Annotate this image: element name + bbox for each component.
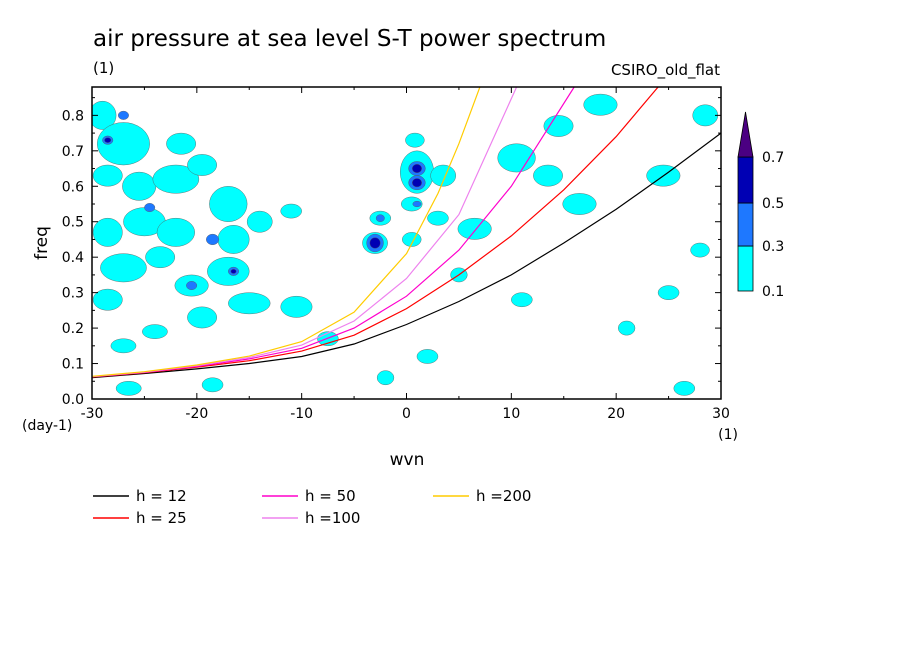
x-tick-label-6: 30	[712, 406, 730, 422]
contour-region-47	[618, 320, 636, 336]
contour-region-66	[230, 269, 237, 274]
contour-region-60	[412, 200, 422, 208]
y-axis-title: freq	[32, 226, 52, 260]
contour-region-13	[100, 253, 147, 283]
contour-region-0	[92, 100, 117, 130]
contour-region-65	[412, 178, 422, 188]
x-tick-label-2: -10	[290, 406, 313, 422]
x-axis: -30 -20 -10 0 10 20 30	[81, 87, 730, 422]
colorbar-arrow	[737, 111, 754, 158]
contour-region-43	[511, 292, 533, 308]
contour-region-8	[92, 217, 123, 247]
contour-region-46	[690, 242, 710, 258]
y-tick-label-8: 0.8	[62, 108, 84, 124]
series-line-4	[92, 87, 481, 377]
y-tick-label-4: 0.4	[62, 250, 84, 266]
contour-region-23	[201, 377, 224, 393]
contour-region-49	[376, 370, 395, 386]
contour-region-53	[144, 203, 156, 212]
x-axis-title: wvn	[390, 450, 425, 470]
contour-field	[92, 93, 719, 396]
legend-label-1: h = 25	[136, 509, 187, 527]
colorbar-label-2: 0.5	[762, 196, 784, 212]
contour-region-54	[206, 233, 220, 245]
contour-region-52	[118, 110, 129, 120]
contour-region-11	[217, 225, 250, 254]
contour-region-31	[401, 196, 423, 212]
contour-region-36	[497, 143, 536, 173]
contour-region-37	[533, 164, 563, 187]
x-unit-label: (1)	[718, 427, 738, 443]
colorbar-label-1: 0.3	[762, 239, 784, 255]
contour-region-48	[416, 349, 439, 364]
chart-subtitle-left: (1)	[93, 59, 114, 77]
x-tick-label-0: -30	[81, 406, 104, 422]
y-tick-label-0: 0.0	[62, 392, 84, 408]
contour-region-10	[209, 186, 248, 222]
contour-region-39	[543, 115, 574, 137]
contour-region-12	[246, 210, 273, 233]
contour-region-5	[187, 154, 217, 176]
contour-region-18	[187, 306, 217, 329]
y-tick-label-6: 0.6	[62, 179, 84, 195]
contour-region-64	[412, 164, 422, 173]
colorbar-box-0	[737, 245, 754, 292]
legend: h = 12 h = 25 h = 50 h =100 h =200	[93, 487, 531, 527]
contour-region-2	[92, 164, 123, 187]
contour-region-56	[186, 281, 198, 290]
contour-region-62	[104, 137, 112, 143]
x-tick-label-3: 0	[402, 406, 411, 422]
contour-region-32	[430, 164, 456, 187]
y-tick-label-2: 0.2	[62, 321, 84, 337]
contour-region-17	[228, 292, 271, 315]
contour-region-35	[457, 217, 492, 240]
legend-label-2: h = 50	[305, 487, 356, 505]
contour-region-6	[166, 132, 196, 155]
contour-region-63	[369, 237, 381, 249]
contour-region-45	[657, 285, 680, 300]
contour-region-19	[92, 288, 123, 311]
contour-region-3	[122, 171, 157, 201]
contour-region-30	[405, 132, 425, 148]
contour-region-38	[562, 193, 597, 215]
contour-region-34	[402, 232, 422, 247]
colorbar-label-0: 0.1	[762, 284, 784, 300]
contour-region-9	[156, 217, 195, 247]
contour-region-1	[97, 122, 150, 166]
contour-region-22	[115, 381, 142, 396]
series-line-1	[92, 87, 659, 378]
contour-region-61	[375, 214, 385, 222]
colorbar: 0.1 0.3 0.5 0.7	[737, 111, 784, 300]
contour-region-24	[280, 203, 302, 219]
x-tick-label-1: -20	[185, 406, 208, 422]
colorbar-label-3: 0.7	[762, 150, 784, 166]
colorbar-box-1	[737, 202, 754, 247]
y-tick-label-3: 0.3	[62, 286, 84, 302]
y-tick-label-5: 0.5	[62, 215, 84, 231]
chart-title: air pressure at sea level S-T power spec…	[93, 26, 606, 52]
x-tick-label-4: 10	[502, 406, 520, 422]
contour-region-4	[152, 164, 200, 194]
contour-region-33	[427, 210, 449, 226]
chart-subtitle-right: CSIRO_old_flat	[611, 61, 720, 80]
dispersion-curves	[92, 87, 721, 379]
contour-region-40	[583, 93, 618, 116]
x-tick-label-5: 20	[607, 406, 625, 422]
y-tick-label-1: 0.1	[62, 357, 84, 373]
contour-region-50	[673, 381, 695, 396]
contour-region-25	[280, 295, 313, 318]
y-axis: 0.0 0.1 0.2 0.3 0.4 0.5 0.6 0.7 0.8	[62, 97, 721, 408]
colorbar-box-2	[737, 156, 754, 204]
contour-region-42	[692, 104, 719, 127]
y-tick-label-7: 0.7	[62, 144, 84, 160]
series-line-0	[92, 132, 721, 379]
legend-label-3: h =100	[305, 509, 360, 527]
contour-region-20	[142, 324, 168, 339]
legend-label-0: h = 12	[136, 487, 187, 505]
y-unit-label: (day-1)	[22, 418, 72, 434]
contour-region-21	[110, 338, 137, 354]
legend-label-4: h =200	[476, 487, 531, 505]
contour-region-14	[145, 246, 176, 269]
